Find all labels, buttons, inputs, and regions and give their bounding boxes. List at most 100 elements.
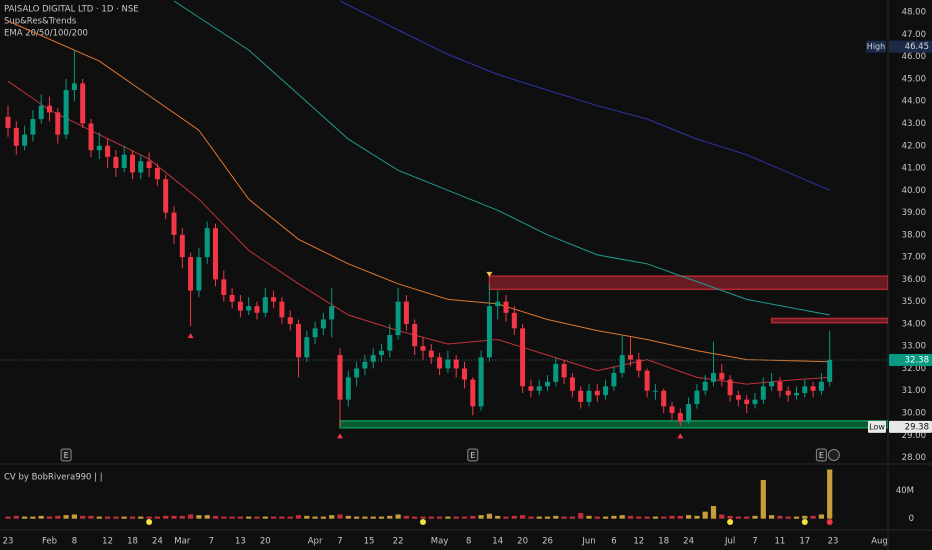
volume-bar bbox=[818, 514, 824, 519]
x-tick-label: 13 bbox=[235, 537, 246, 547]
volume-bar bbox=[254, 516, 260, 519]
candle-body bbox=[146, 161, 152, 169]
event-label: E bbox=[819, 451, 824, 460]
x-tick-label: Aug bbox=[871, 537, 888, 547]
candle-body bbox=[652, 390, 658, 392]
candle-body bbox=[88, 123, 94, 151]
volume-bar bbox=[113, 516, 119, 519]
candle-body bbox=[22, 134, 28, 146]
y-tick-label: 36.00 bbox=[902, 275, 926, 285]
candle-body bbox=[445, 359, 451, 369]
x-tick-label: May bbox=[431, 537, 449, 547]
candle-body bbox=[752, 399, 758, 405]
candle-body bbox=[669, 406, 675, 414]
y-tick-label: 30.00 bbox=[902, 409, 926, 419]
candle-body bbox=[453, 359, 459, 369]
candle-body bbox=[354, 368, 360, 378]
candle-body bbox=[810, 386, 816, 391]
volume-bar bbox=[420, 516, 426, 519]
volume-bar bbox=[38, 515, 44, 519]
y-tick-label: 38.00 bbox=[902, 230, 926, 240]
volume-bar bbox=[395, 514, 401, 519]
candle-body bbox=[279, 301, 285, 318]
y-tick-label: 44.00 bbox=[902, 97, 926, 107]
candle-body bbox=[528, 386, 534, 391]
candle-body bbox=[619, 355, 625, 373]
volume-bar bbox=[171, 515, 177, 519]
x-tick-label: 12 bbox=[633, 537, 644, 547]
volume-bar bbox=[237, 516, 243, 519]
volume-bar bbox=[378, 516, 385, 519]
candle-body bbox=[478, 357, 484, 407]
volume-bar bbox=[553, 515, 559, 519]
candle-body bbox=[370, 355, 376, 362]
candle-body bbox=[470, 379, 476, 407]
candle-body bbox=[213, 228, 218, 280]
candle-body bbox=[727, 379, 733, 396]
event-label: E bbox=[64, 451, 69, 460]
volume-signal bbox=[420, 519, 426, 525]
volume-bar bbox=[470, 515, 476, 519]
candle-body bbox=[520, 328, 526, 387]
volume-bar bbox=[96, 516, 102, 519]
candle-body bbox=[719, 372, 725, 380]
volume-bar bbox=[337, 514, 343, 519]
volume-bar bbox=[727, 515, 733, 519]
volume-bar bbox=[569, 516, 575, 519]
volume-bar bbox=[503, 516, 509, 519]
volume-bar bbox=[246, 516, 252, 519]
candle-body bbox=[661, 390, 667, 407]
volume-bar bbox=[312, 516, 318, 519]
x-tick-label: 11 bbox=[774, 537, 785, 547]
y-tick-label: 29.00 bbox=[902, 431, 926, 441]
volume-bar bbox=[619, 515, 625, 519]
y-tick-label: 41.00 bbox=[902, 164, 926, 174]
y-tick-label: 32.00 bbox=[902, 364, 926, 374]
symbol-title: PAISALO DIGITAL LTD · 1D · NSE bbox=[4, 5, 139, 15]
volume-bar bbox=[644, 516, 650, 519]
x-tick-label: 23 bbox=[3, 537, 14, 547]
y-tick-label: 46.00 bbox=[902, 52, 926, 62]
candle-body bbox=[171, 212, 177, 235]
volume-bar bbox=[121, 516, 127, 519]
candle-body bbox=[735, 395, 741, 400]
volume-bar bbox=[163, 515, 169, 519]
candle-body bbox=[769, 381, 775, 387]
candle-body bbox=[287, 317, 293, 324]
volume-bar bbox=[586, 515, 592, 519]
candle-body bbox=[611, 372, 617, 387]
volume-bar bbox=[802, 515, 808, 519]
indicator-label: Sup&Res&Trends bbox=[4, 17, 77, 27]
volume-bar bbox=[196, 515, 202, 519]
x-tick-label: Jun bbox=[581, 537, 595, 547]
candle-body bbox=[179, 234, 185, 258]
volume-bar bbox=[578, 513, 584, 519]
candle-body bbox=[138, 161, 144, 173]
volume-bar bbox=[80, 515, 86, 519]
volume-bar bbox=[71, 514, 77, 519]
candle-body bbox=[63, 90, 69, 135]
volume-bar bbox=[212, 515, 219, 519]
x-tick-label: 7 bbox=[752, 537, 757, 547]
volume-bar bbox=[702, 511, 708, 519]
volume-bar bbox=[661, 516, 667, 519]
candle-body bbox=[13, 127, 19, 146]
candle-body bbox=[38, 105, 44, 120]
volume-signal bbox=[826, 519, 833, 525]
volume-bar bbox=[387, 515, 393, 519]
volume-bar bbox=[412, 516, 418, 519]
volume-bar bbox=[652, 516, 658, 519]
volume-bar bbox=[669, 515, 675, 519]
y-tick-label: 33.00 bbox=[902, 342, 926, 352]
high-tag-label-bg bbox=[866, 40, 886, 53]
volume-bar bbox=[304, 515, 310, 519]
volume-bar bbox=[752, 515, 758, 519]
candle-body bbox=[271, 297, 277, 302]
volume-bar bbox=[221, 516, 227, 519]
volume-bar bbox=[810, 515, 816, 519]
x-tick-label: Mar bbox=[174, 537, 191, 547]
volume-bar bbox=[603, 516, 609, 519]
candle-body bbox=[246, 306, 252, 311]
